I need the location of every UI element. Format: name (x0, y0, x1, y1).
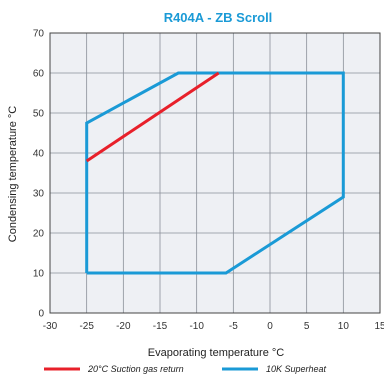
plot-background (50, 33, 380, 313)
x-tick-label: -10 (189, 321, 204, 332)
chart-title: R404A - ZB Scroll (164, 10, 273, 25)
y-tick-label: 20 (33, 229, 45, 240)
legend-entry-label: 10K Superheat (266, 364, 327, 374)
x-tick-label: -25 (79, 321, 94, 332)
y-tick-label: 30 (33, 189, 45, 200)
x-tick-label: 5 (304, 321, 310, 332)
x-tick-label: 0 (267, 321, 273, 332)
y-tick-label: 70 (33, 29, 45, 40)
y-tick-label: 50 (33, 109, 45, 120)
x-tick-label: 10 (338, 321, 350, 332)
y-tick-labels: 0 10 20 30 40 50 60 70 (33, 29, 45, 320)
y-axis-label: Condensing temperature °C (7, 106, 19, 243)
y-tick-label: 40 (33, 149, 45, 160)
x-tick-label: -15 (153, 321, 168, 332)
x-tick-label: -30 (43, 321, 58, 332)
x-tick-label: -5 (229, 321, 238, 332)
legend: 20°C Suction gas return 10K Superheat (44, 364, 327, 374)
x-tick-label: 15 (374, 321, 384, 332)
x-tick-labels: -30 -25 -20 -15 -10 -5 0 5 10 15 (43, 321, 384, 332)
series-line (85, 71, 345, 275)
y-tick-label: 10 (33, 269, 45, 280)
plot-frame (49, 32, 381, 314)
series-layer (85, 71, 345, 275)
x-tick-label: -20 (116, 321, 131, 332)
x-axis-label: Evaporating temperature °C (148, 347, 285, 359)
y-tick-label: 60 (33, 69, 45, 80)
series-line (85, 71, 220, 163)
legend-entry-label: 20°C Suction gas return (87, 364, 184, 374)
y-tick-label: 0 (38, 309, 44, 320)
